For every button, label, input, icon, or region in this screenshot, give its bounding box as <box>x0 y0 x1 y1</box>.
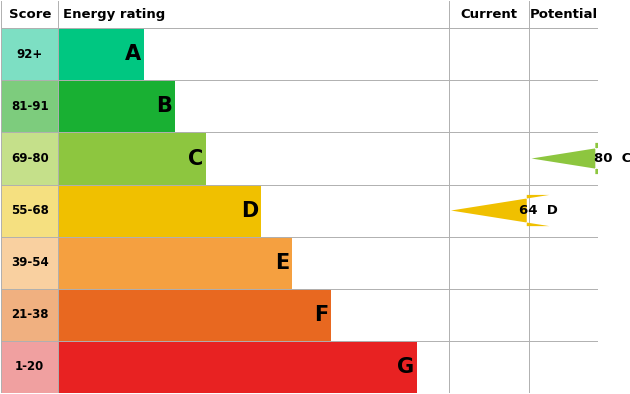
Bar <box>1 184 58 236</box>
Bar <box>449 288 529 340</box>
Bar <box>58 340 418 392</box>
Text: 1-20: 1-20 <box>15 360 44 373</box>
Bar <box>1 236 58 288</box>
Bar <box>449 236 529 288</box>
Text: D: D <box>241 201 258 221</box>
Bar <box>449 28 529 80</box>
Bar <box>449 80 529 132</box>
Bar <box>529 80 598 132</box>
Bar <box>529 132 598 184</box>
Text: 69-80: 69-80 <box>11 152 49 165</box>
Text: Current: Current <box>461 8 517 21</box>
Bar <box>58 132 207 184</box>
Text: 39-54: 39-54 <box>11 256 49 269</box>
Bar <box>58 236 292 288</box>
Bar <box>529 28 598 80</box>
Bar <box>58 288 331 340</box>
Text: C: C <box>188 149 203 169</box>
Bar <box>1 28 58 80</box>
Bar <box>1 288 58 340</box>
Bar <box>1 80 58 132</box>
Bar <box>1 340 58 392</box>
Bar <box>449 132 529 184</box>
Bar <box>529 288 598 340</box>
Bar <box>529 184 598 236</box>
Text: 92+: 92+ <box>16 48 43 61</box>
Bar <box>529 340 598 392</box>
Bar <box>449 340 529 392</box>
Text: B: B <box>156 97 172 117</box>
Text: A: A <box>125 45 141 65</box>
Polygon shape <box>451 195 549 226</box>
Bar <box>58 184 261 236</box>
Text: Potential: Potential <box>529 8 597 21</box>
Text: 81-91: 81-91 <box>11 100 49 113</box>
Text: 55-68: 55-68 <box>11 204 49 217</box>
Bar <box>1 132 58 184</box>
Bar <box>58 28 144 80</box>
Text: G: G <box>398 357 415 377</box>
Bar <box>58 80 175 132</box>
Text: 80  C: 80 C <box>594 152 630 165</box>
Text: Score: Score <box>9 8 51 21</box>
Text: Energy rating: Energy rating <box>63 8 165 21</box>
Bar <box>529 236 598 288</box>
Text: 64  D: 64 D <box>518 204 558 217</box>
Text: F: F <box>314 305 328 325</box>
Text: E: E <box>275 253 289 273</box>
Bar <box>449 184 529 236</box>
Polygon shape <box>532 143 630 174</box>
Text: 21-38: 21-38 <box>11 308 49 321</box>
